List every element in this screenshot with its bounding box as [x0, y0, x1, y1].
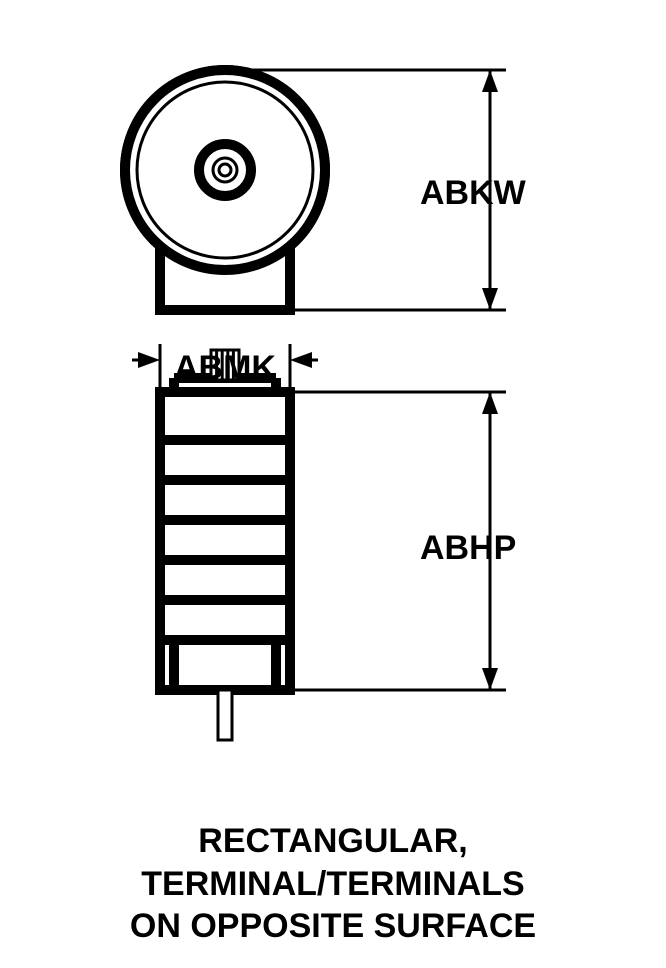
- caption-block: RECTANGULAR, TERMINAL/TERMINALS ON OPPOS…: [0, 820, 666, 948]
- caption-line-1: RECTANGULAR,: [0, 820, 666, 863]
- svg-text:ABHP: ABHP: [420, 529, 516, 567]
- technical-drawing: ABKW ABMK ABHP: [0, 0, 666, 800]
- svg-text:ABKW: ABKW: [420, 174, 527, 212]
- caption-line-3: ON OPPOSITE SURFACE: [0, 905, 666, 948]
- svg-text:ABMK: ABMK: [174, 349, 276, 387]
- caption-line-2: TERMINAL/TERMINALS: [0, 863, 666, 906]
